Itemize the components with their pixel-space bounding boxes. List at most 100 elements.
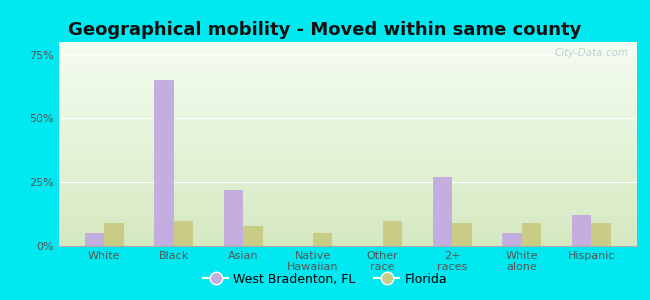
Bar [58, 179, 637, 181]
Bar [243, 226, 263, 246]
Bar [58, 187, 637, 189]
Bar [84, 233, 104, 246]
Bar [58, 195, 637, 197]
Bar [174, 220, 193, 246]
Bar [58, 172, 637, 175]
Bar [58, 48, 637, 50]
Bar [58, 209, 637, 211]
Bar [58, 189, 637, 191]
Bar [58, 234, 637, 236]
Bar [58, 124, 637, 126]
Bar [154, 80, 174, 246]
Bar [58, 213, 637, 215]
Bar [58, 142, 637, 144]
Bar [58, 167, 637, 169]
Bar [58, 126, 637, 128]
Bar [58, 238, 637, 240]
Bar [58, 205, 637, 207]
Bar [383, 220, 402, 246]
Bar [58, 232, 637, 234]
Bar [58, 218, 637, 220]
Bar [58, 77, 637, 79]
Bar [58, 89, 637, 91]
Bar [58, 136, 637, 138]
Bar [58, 58, 637, 60]
Bar [58, 203, 637, 205]
Bar [313, 233, 332, 246]
Bar [58, 60, 637, 62]
Bar [58, 226, 637, 228]
Bar [58, 62, 637, 64]
Bar [58, 111, 637, 113]
Bar [58, 85, 637, 87]
Bar [224, 190, 243, 246]
Bar [58, 230, 637, 232]
Bar [58, 118, 637, 119]
Bar [58, 148, 637, 150]
Bar [58, 67, 637, 68]
Bar [452, 223, 472, 246]
Bar [58, 201, 637, 203]
Bar [58, 87, 637, 89]
Bar [58, 105, 637, 107]
Bar [58, 150, 637, 152]
Bar [58, 122, 637, 124]
Bar [58, 130, 637, 132]
Text: City-Data.com: City-Data.com [554, 48, 629, 58]
Bar [58, 164, 637, 166]
Bar [58, 244, 637, 246]
Bar [58, 240, 637, 242]
Bar [58, 79, 637, 81]
Bar [58, 177, 637, 179]
Bar [58, 109, 637, 111]
Bar [58, 93, 637, 95]
Bar [522, 223, 541, 246]
Bar [58, 191, 637, 193]
Bar [58, 128, 637, 130]
Bar [58, 99, 637, 101]
Bar [58, 132, 637, 134]
Bar [58, 138, 637, 140]
Bar [58, 221, 637, 224]
Bar [592, 223, 611, 246]
Legend: West Bradenton, FL, Florida: West Bradenton, FL, Florida [198, 268, 452, 291]
Bar [58, 211, 637, 213]
Bar [58, 156, 637, 158]
Bar [58, 91, 637, 93]
Bar [58, 140, 637, 142]
Bar [58, 75, 637, 77]
Bar [58, 185, 637, 187]
Bar [58, 162, 637, 164]
Bar [58, 207, 637, 209]
Bar [58, 52, 637, 54]
Bar [58, 70, 637, 73]
Bar [58, 220, 637, 221]
Bar [58, 215, 637, 217]
Bar [58, 228, 637, 230]
Bar [58, 170, 637, 172]
Bar [58, 50, 637, 52]
Bar [58, 97, 637, 99]
Bar [58, 224, 637, 226]
Bar [58, 144, 637, 146]
Bar [58, 152, 637, 154]
Bar [58, 46, 637, 48]
Bar [58, 119, 637, 122]
Bar [433, 177, 452, 246]
Bar [58, 64, 637, 67]
Bar [58, 95, 637, 97]
Bar [58, 54, 637, 56]
Bar [58, 42, 637, 44]
Bar [58, 44, 637, 46]
Bar [58, 181, 637, 183]
Bar [58, 197, 637, 199]
Bar [58, 193, 637, 195]
Bar [58, 113, 637, 116]
Bar [58, 158, 637, 160]
Text: Geographical mobility - Moved within same county: Geographical mobility - Moved within sam… [68, 21, 582, 39]
Bar [58, 56, 637, 58]
Bar [58, 236, 637, 238]
Bar [58, 83, 637, 85]
Bar [572, 215, 592, 246]
Bar [58, 169, 637, 170]
